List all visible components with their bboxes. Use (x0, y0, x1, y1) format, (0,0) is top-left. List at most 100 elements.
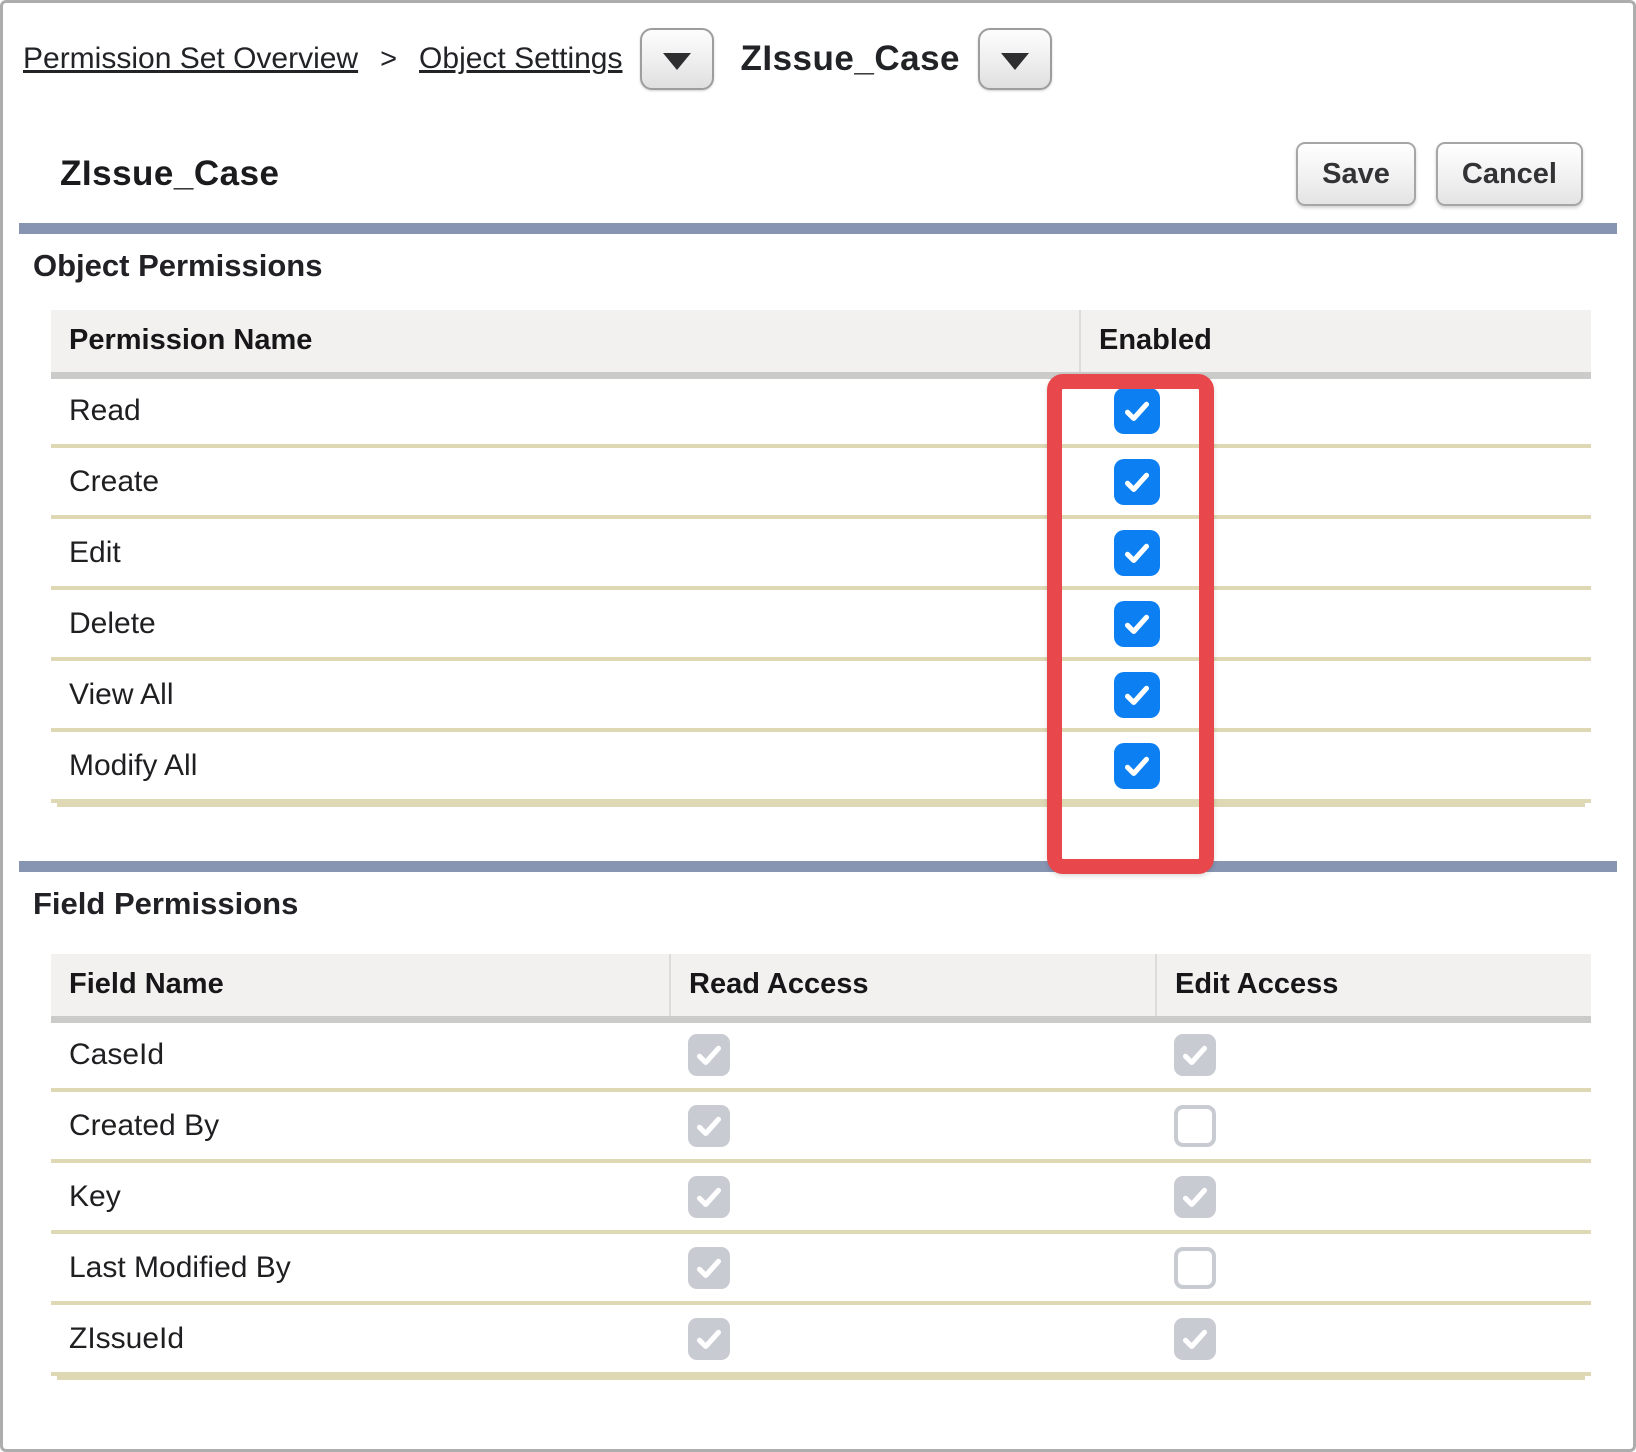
enabled-checkbox[interactable] (1114, 671, 1160, 718)
read-access-cell (670, 1088, 1156, 1161)
checkmark-icon (696, 1046, 722, 1066)
checkmark-icon (696, 1258, 722, 1278)
checkmark-icon (696, 1329, 722, 1349)
field-name: Last Modified By (51, 1230, 670, 1303)
column-header-field-name: Field Name (51, 954, 670, 1023)
table-row: Create (51, 444, 1591, 517)
table-header-row: Permission Name Enabled (51, 310, 1591, 379)
edit-access-checkbox (1174, 1317, 1216, 1360)
breadcrumb: Permission Set Overview > Object Setting… (3, 3, 1633, 91)
read-access-checkbox (688, 1246, 730, 1289)
field-name: CaseId (51, 1019, 670, 1090)
read-access-checkbox (688, 1104, 730, 1147)
object-permissions-rows: Read Create Edit Delete View All Modify All (51, 375, 1591, 803)
enabled-cell (1080, 515, 1591, 588)
edit-access-cell (1156, 1230, 1591, 1303)
checkmark-icon (1124, 756, 1150, 776)
section-divider (19, 861, 1617, 872)
permission-name: View All (51, 657, 1080, 730)
title-row: ZIssue_Case Save Cancel (60, 141, 1583, 207)
permission-name: Read (51, 375, 1080, 446)
checkmark-icon (1182, 1046, 1208, 1066)
edit-access-checkbox (1174, 1175, 1216, 1218)
action-buttons: Save Cancel (1296, 142, 1583, 206)
enabled-checkbox[interactable] (1114, 529, 1160, 576)
object-settings-dropdown-button[interactable] (640, 28, 715, 90)
checkmark-icon (1124, 685, 1150, 705)
table-row: Modify All (51, 728, 1591, 803)
caret-down-icon (1001, 52, 1030, 70)
table-row: Read (51, 375, 1591, 446)
table-header-row: Field Name Read Access Edit Access (51, 954, 1591, 1023)
table-row: ZIssueId (51, 1301, 1591, 1376)
enabled-checkbox[interactable] (1114, 742, 1160, 789)
field-permissions-table-wrap: Field Name Read Access Edit Access CaseI… (51, 954, 1591, 1376)
object-permissions-table: Permission Name Enabled Read Create Edit De… (51, 310, 1591, 803)
cancel-button[interactable]: Cancel (1435, 142, 1583, 206)
table-row: Edit (51, 515, 1591, 588)
edit-access-checkbox (1174, 1034, 1216, 1077)
field-permissions-heading: Field Permissions (33, 886, 299, 921)
enabled-checkbox[interactable] (1114, 600, 1160, 647)
field-name: Created By (51, 1088, 670, 1161)
enabled-cell (1080, 375, 1591, 446)
column-header-permission-name: Permission Name (51, 310, 1080, 379)
edit-access-cell (1156, 1088, 1591, 1161)
checkmark-icon (1124, 543, 1150, 563)
read-access-checkbox (688, 1034, 730, 1077)
table-row: Created By (51, 1088, 1591, 1161)
enabled-cell (1080, 657, 1591, 730)
checkmark-icon (1182, 1187, 1208, 1207)
table-row: Delete (51, 586, 1591, 659)
caret-down-icon (663, 52, 692, 70)
column-header-read-access: Read Access (669, 954, 1156, 1023)
checkmark-icon (1182, 1329, 1208, 1349)
table-row: Last Modified By (51, 1230, 1591, 1303)
checkmark-icon (1124, 472, 1150, 492)
breadcrumb-link-object-settings[interactable]: Object Settings (419, 42, 623, 75)
table-row: View All (51, 657, 1591, 730)
read-access-checkbox (688, 1317, 730, 1360)
read-access-cell (670, 1159, 1156, 1232)
edit-access-checkbox[interactable] (1174, 1246, 1216, 1289)
edit-access-cell (1156, 1019, 1591, 1090)
section-divider (19, 223, 1617, 234)
checkmark-icon (1124, 614, 1150, 634)
edit-access-cell (1156, 1159, 1591, 1232)
save-button[interactable]: Save (1296, 142, 1416, 206)
permission-name: Edit (51, 515, 1080, 588)
read-access-cell (670, 1301, 1156, 1376)
permission-name: Create (51, 444, 1080, 517)
breadcrumb-entity: ZIssue_Case (740, 39, 961, 78)
read-access-checkbox (688, 1175, 730, 1218)
enabled-cell (1080, 444, 1591, 517)
field-permissions-rows: CaseId Created By Key Last Modified By ZIssu… (51, 1019, 1591, 1376)
enabled-cell (1080, 728, 1591, 803)
checkmark-icon (696, 1187, 722, 1207)
object-permissions-heading: Object Permissions (33, 248, 323, 283)
page-title: ZIssue_Case (60, 154, 280, 193)
breadcrumb-link-permission-set-overview[interactable]: Permission Set Overview (23, 42, 359, 75)
permission-name: Modify All (51, 728, 1080, 803)
column-header-edit-access: Edit Access (1155, 954, 1591, 1023)
field-name: Key (51, 1159, 670, 1232)
enabled-checkbox[interactable] (1114, 458, 1160, 505)
breadcrumb-separator: > (380, 42, 398, 75)
enabled-checkbox[interactable] (1114, 388, 1160, 435)
object-permissions-table-wrap: Permission Name Enabled Read Create Edit De… (51, 310, 1591, 874)
table-row: CaseId (51, 1019, 1591, 1090)
field-permissions-table: Field Name Read Access Edit Access CaseI… (51, 954, 1591, 1376)
field-name: ZIssueId (51, 1301, 670, 1376)
read-access-cell (670, 1019, 1156, 1090)
checkmark-icon (696, 1116, 722, 1136)
column-header-enabled: Enabled (1079, 310, 1591, 379)
enabled-cell (1080, 586, 1591, 659)
edit-access-cell (1156, 1301, 1591, 1376)
table-row: Key (51, 1159, 1591, 1232)
checkmark-icon (1124, 402, 1150, 422)
entity-dropdown-button[interactable] (978, 28, 1053, 90)
read-access-cell (670, 1230, 1156, 1303)
permission-name: Delete (51, 586, 1080, 659)
edit-access-checkbox[interactable] (1174, 1104, 1216, 1147)
